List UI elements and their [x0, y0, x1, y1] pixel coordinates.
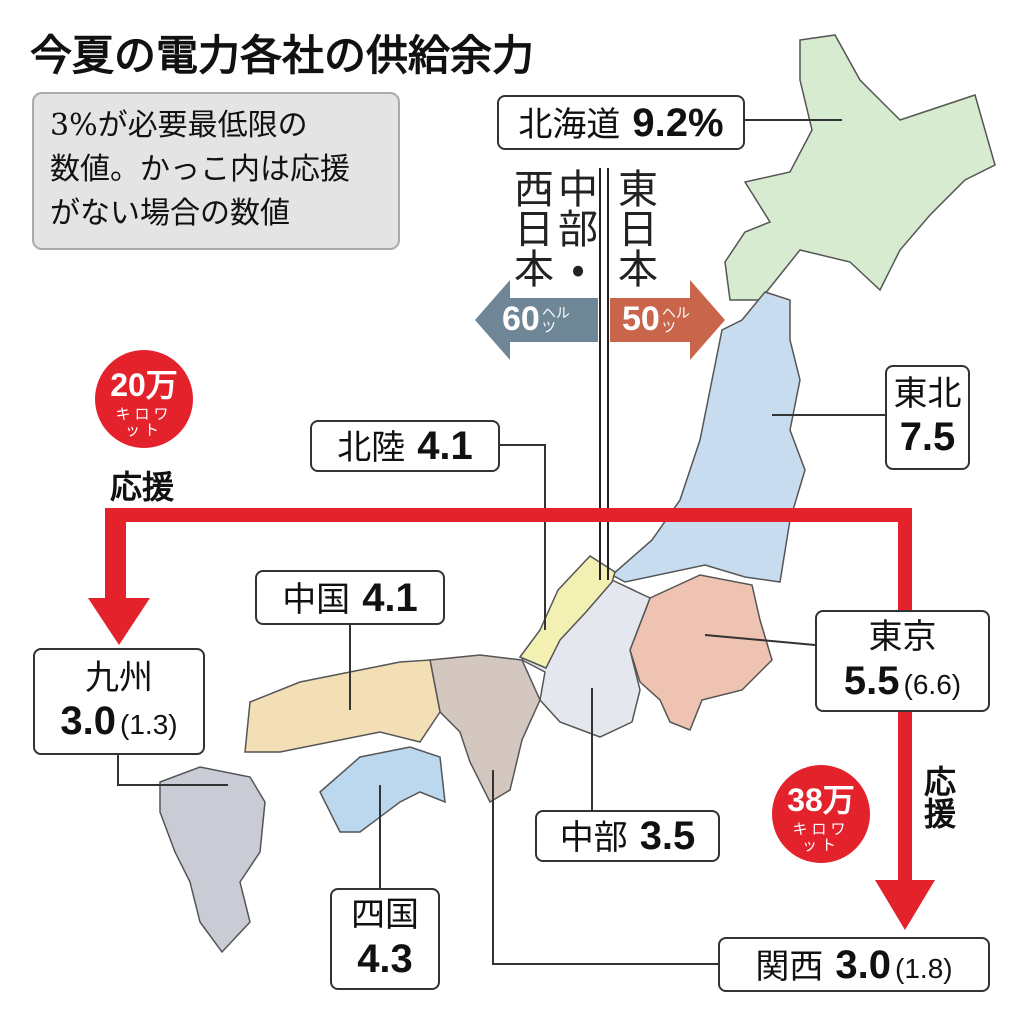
region-value: 4.3 [357, 936, 413, 981]
note-line: がない場合の数値 [50, 196, 290, 231]
box-row: 3.0 (1.3) [60, 698, 177, 744]
region-value-without-support: (6.6) [903, 668, 962, 700]
hz-value: 50 [622, 300, 660, 338]
west-hz: 60 ヘルツ [502, 300, 576, 339]
west-label: 中部・西日本 [507, 168, 597, 288]
box-row: 九州 [85, 657, 153, 698]
west-arrow [475, 280, 598, 360]
east-arrow [610, 280, 725, 360]
leader-line [500, 444, 546, 630]
support-label: 応援 [919, 765, 957, 829]
region-box: 東北 7.5 [885, 365, 970, 470]
support-amount: 38万 [787, 782, 855, 818]
region-value: 9.2% [632, 100, 724, 145]
support-badge: 20万 キロワット [95, 350, 193, 448]
region-box: 北海道 9.2% [497, 95, 745, 150]
box-row: 中部 3.5 [560, 813, 696, 859]
region-name: 中部 [559, 818, 628, 858]
leader-line [492, 770, 718, 965]
region-name: 北海道 [518, 104, 621, 145]
region-box: 四国 4.3 [330, 888, 440, 990]
support-unit: キロワット [792, 820, 850, 854]
region-box: 九州 3.0 (1.3) [33, 648, 205, 755]
note-line: 3%が必要最低限の [50, 108, 308, 143]
kansai-area [429, 654, 541, 804]
box-row: 7.5 [900, 414, 956, 460]
region-box: 中国 4.1 [255, 570, 445, 625]
hz-unit: ヘルツ [541, 304, 570, 335]
region-value: 7.5 [899, 415, 956, 460]
region-name: 中国 [282, 579, 351, 620]
region-box: 関西 3.0 (1.8) [718, 937, 990, 992]
support-unit: キロワット [115, 405, 173, 439]
region-name: 東北 [893, 373, 962, 414]
support-label: 応援 [110, 468, 175, 506]
region-value: 5.5 [843, 658, 900, 703]
hz-unit: ヘルツ [661, 304, 690, 335]
region-value: 3.5 [639, 814, 696, 858]
box-row: 東北 [893, 373, 962, 414]
region-name: 東京 [868, 617, 937, 658]
east-hz: 50 ヘルツ [622, 300, 696, 339]
region-value: 3.0 [60, 699, 117, 744]
support-amount: 20万 [110, 367, 178, 403]
hokkaido-area [724, 34, 996, 301]
region-name: 九州 [85, 657, 153, 698]
box-row: 関西 3.0 (1.8) [755, 942, 952, 988]
chugoku-area [244, 659, 441, 753]
region-value: 4.1 [362, 575, 418, 620]
region-name: 北陸 [337, 428, 406, 468]
box-row: 北陸 4.1 [337, 423, 473, 469]
box-row: 5.5 (6.6) [844, 658, 961, 704]
tokyo-area [629, 574, 773, 731]
support-badge: 38万 キロワット [772, 765, 870, 863]
note-line: 数値。かっこ内は応援 [50, 152, 350, 187]
kyushu-area [159, 766, 266, 954]
region-value: 4.1 [417, 424, 473, 468]
region-value: 3.0 [835, 942, 892, 987]
region-name: 関西 [755, 946, 824, 987]
box-row: 中国 4.1 [282, 575, 418, 621]
leader-line [117, 755, 228, 786]
box-row: 4.3 [357, 936, 413, 982]
leader-line [704, 634, 816, 646]
hokuriku-area [518, 555, 616, 669]
region-box: 中部 3.5 [535, 810, 720, 862]
region-box: 東京 5.5 (6.6) [815, 610, 990, 712]
box-row: 東京 [869, 618, 937, 657]
hz-value: 60 [502, 300, 540, 338]
region-name: 四国 [351, 895, 419, 936]
region-value-without-support: (1.3) [120, 709, 178, 741]
shikoku-area [319, 746, 446, 833]
region-value-without-support: (1.8) [895, 952, 953, 984]
box-row: 北海道 9.2% [518, 100, 723, 146]
region-box: 北陸 4.1 [310, 420, 500, 472]
east-label: 東日本 [611, 168, 657, 288]
box-row: 四国 [351, 896, 419, 935]
title: 今夏の電力各社の供給余力 [30, 31, 535, 80]
note: 3%が必要最低限の 数値。かっこ内は応援 がない場合の数値 [32, 92, 400, 250]
